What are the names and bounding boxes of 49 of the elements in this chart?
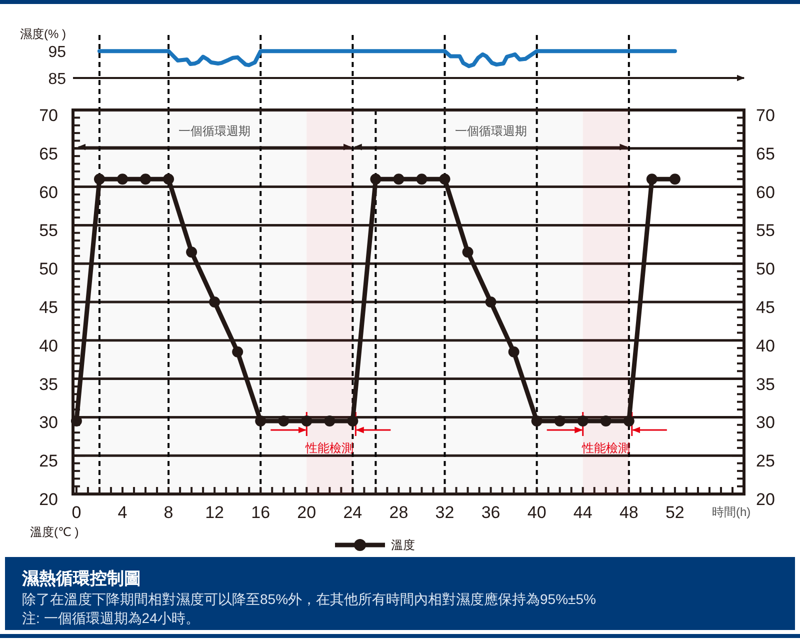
band-label: 性能檢測 <box>580 441 630 455</box>
y2-tick-label: 45 <box>756 298 775 317</box>
text: 濕熱循環控制圖 <box>21 569 141 588</box>
y-tick-label: 25 <box>39 452 58 471</box>
y-tick-label: 70 <box>39 106 58 125</box>
x-tick-label: 28 <box>389 503 408 522</box>
y2-tick-label: 50 <box>756 260 775 279</box>
y2-tick-label: 60 <box>756 182 775 202</box>
y-axis-title: 溫度(℃ ) <box>30 525 79 539</box>
band-label: 一個循環週期 <box>454 124 527 138</box>
y-tick-label: 85 <box>48 71 66 88</box>
y-tick-label: 35 <box>39 374 58 394</box>
x-tick-label: 40 <box>527 503 546 522</box>
y-tick-label: 60 <box>39 182 58 202</box>
y-tick-label: 55 <box>39 221 58 240</box>
x-tick-label: 52 <box>665 503 684 522</box>
x-tick-label: 36 <box>481 503 500 522</box>
y2-tick-label: 25 <box>756 452 775 471</box>
x-tick-label: 20 <box>297 503 316 522</box>
y2-tick-label: 40 <box>756 336 775 356</box>
y-tick-label: 20 <box>39 490 58 509</box>
x-tick-label: 16 <box>251 503 270 522</box>
y2-tick-label: 20 <box>756 490 775 509</box>
x-tick-label: 48 <box>619 503 638 522</box>
text: 注: 一個循環週期為24小時。 <box>22 610 200 626</box>
x-tick-label: 32 <box>435 503 454 522</box>
y-tick-label: 50 <box>39 260 58 279</box>
y-tick-label: 95 <box>48 44 66 62</box>
y2-tick-label: 55 <box>756 221 775 240</box>
band-label: 性能檢測 <box>304 441 354 455</box>
x-axis-title: 時間(h) <box>712 505 751 519</box>
x-tick-label: 8 <box>164 503 174 522</box>
y2-tick-label: 65 <box>756 144 775 164</box>
x-tick-label: 24 <box>343 503 362 522</box>
x-tick-label: 0 <box>72 503 82 522</box>
y2-tick-label: 30 <box>756 413 775 432</box>
y-tick-label: 45 <box>39 298 58 317</box>
y2-tick-label: 70 <box>756 106 775 125</box>
text: 除了在溫度下降期間相對濕度可以降至85%外，在其他所有時間內相對濕度應保持為95%±5% <box>22 591 596 607</box>
band-label: 一個循環週期 <box>178 124 251 138</box>
y-axis-title: 濕度(% ) <box>20 27 66 41</box>
x-tick-label: 44 <box>573 503 592 522</box>
y2-tick-label: 35 <box>756 374 775 394</box>
y-tick-label: 30 <box>39 413 58 432</box>
x-tick-label: 4 <box>118 503 128 522</box>
y-tick-label: 65 <box>39 144 58 164</box>
y-tick-label: 40 <box>39 336 58 356</box>
x-tick-label: 12 <box>205 503 224 522</box>
legend-item: 溫度 <box>335 538 415 552</box>
